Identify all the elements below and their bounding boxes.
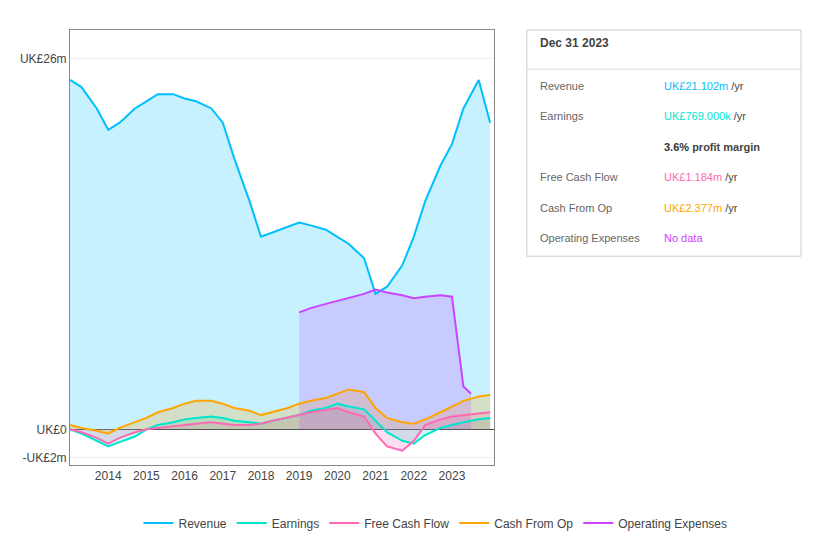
svg-text:-UK£2m: -UK£2m bbox=[23, 451, 67, 465]
svg-text:Cash From Op: Cash From Op bbox=[494, 517, 573, 531]
svg-text:Revenue: Revenue bbox=[540, 80, 584, 92]
svg-text:UK£2.377m /yr: UK£2.377m /yr bbox=[664, 202, 738, 214]
svg-text:Cash From Op: Cash From Op bbox=[540, 202, 612, 214]
svg-text:2019: 2019 bbox=[286, 469, 313, 483]
svg-text:Operating Expenses: Operating Expenses bbox=[540, 232, 640, 244]
svg-text:No data: No data bbox=[664, 232, 703, 244]
svg-text:2021: 2021 bbox=[362, 469, 389, 483]
svg-text:Earnings: Earnings bbox=[272, 517, 319, 531]
svg-text:2014: 2014 bbox=[95, 469, 122, 483]
svg-text:UK£769.000k /yr: UK£769.000k /yr bbox=[664, 110, 746, 122]
svg-text:2018: 2018 bbox=[248, 469, 275, 483]
svg-text:2015: 2015 bbox=[133, 469, 160, 483]
svg-text:Operating Expenses: Operating Expenses bbox=[618, 517, 727, 531]
svg-text:UK£26m: UK£26m bbox=[20, 52, 67, 66]
svg-text:2022: 2022 bbox=[400, 469, 427, 483]
svg-text:UK£0: UK£0 bbox=[37, 423, 67, 437]
svg-text:2016: 2016 bbox=[171, 469, 198, 483]
svg-text:3.6% profit margin: 3.6% profit margin bbox=[664, 141, 760, 153]
svg-text:2017: 2017 bbox=[209, 469, 236, 483]
svg-text:Free Cash Flow: Free Cash Flow bbox=[540, 171, 618, 183]
svg-text:UK£1.184m /yr: UK£1.184m /yr bbox=[664, 171, 738, 183]
svg-text:Dec 31 2023: Dec 31 2023 bbox=[540, 36, 609, 50]
svg-text:2020: 2020 bbox=[324, 469, 351, 483]
svg-text:Revenue: Revenue bbox=[179, 517, 227, 531]
svg-text:UK£21.102m /yr: UK£21.102m /yr bbox=[664, 80, 744, 92]
svg-text:2023: 2023 bbox=[439, 469, 466, 483]
svg-text:Earnings: Earnings bbox=[540, 110, 584, 122]
svg-text:Free Cash Flow: Free Cash Flow bbox=[364, 517, 449, 531]
